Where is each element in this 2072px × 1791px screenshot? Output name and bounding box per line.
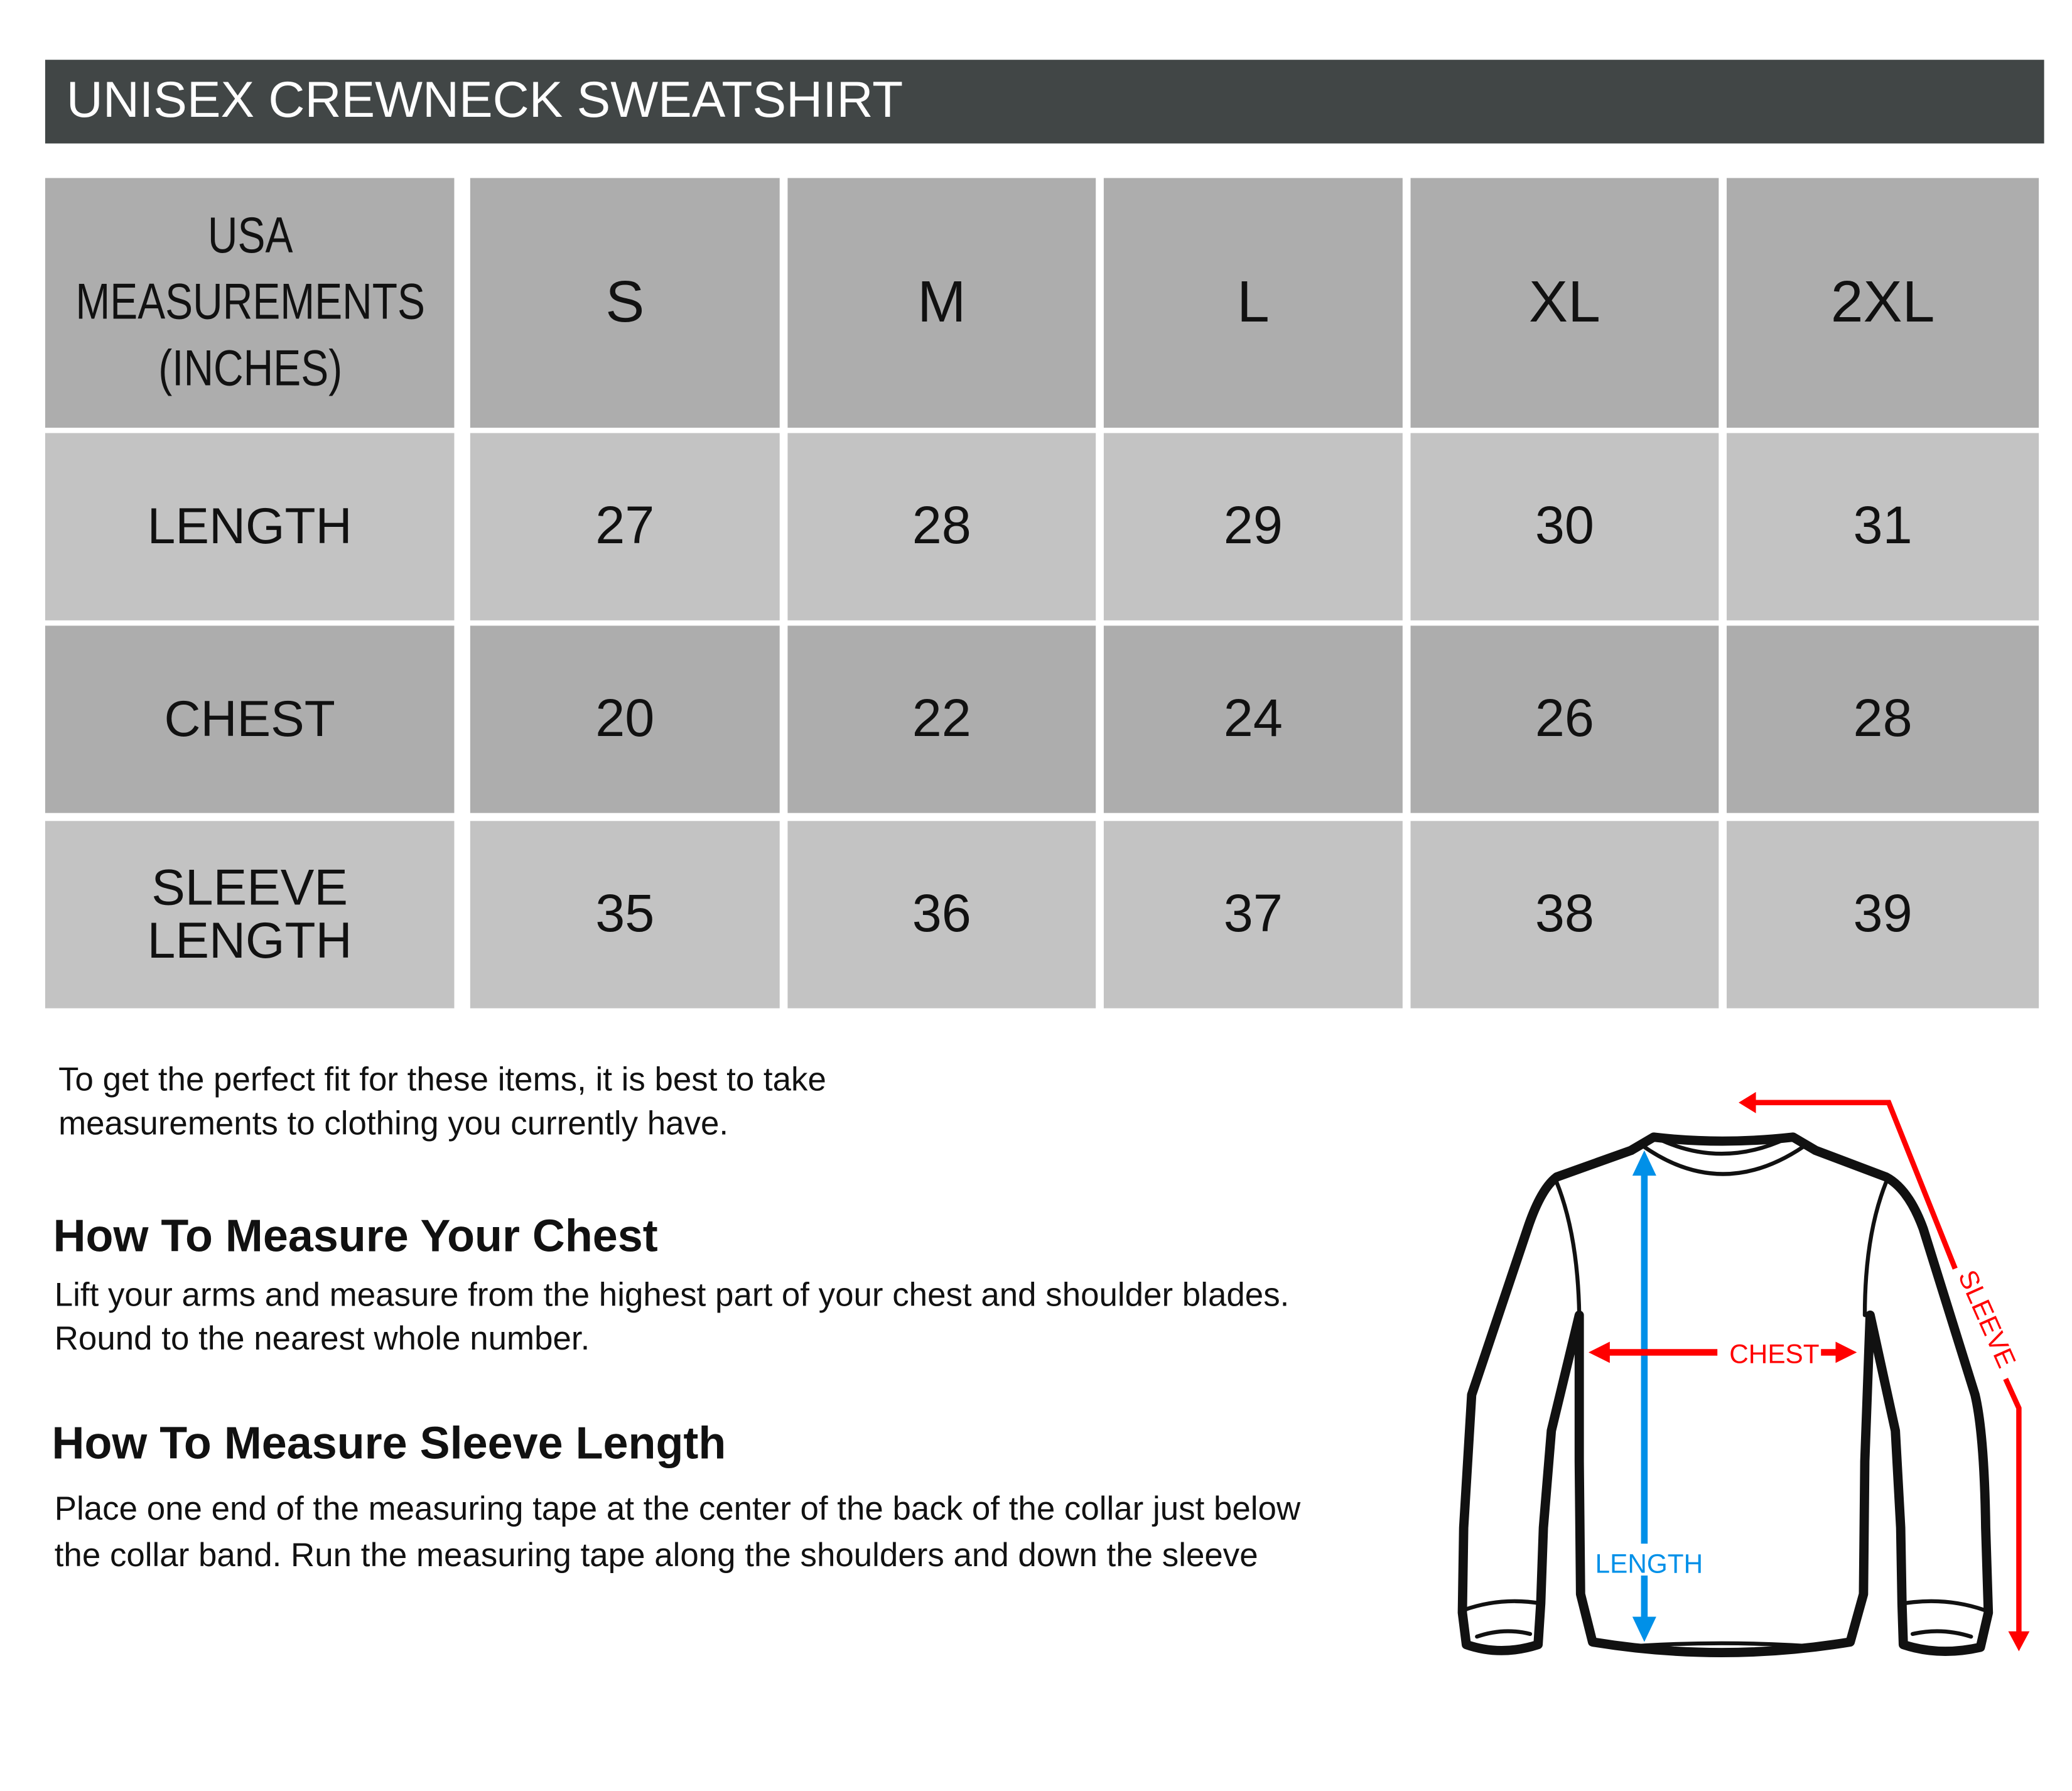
intro-line: measurements to clothing you currently h…: [58, 1105, 729, 1143]
units-line: USA: [207, 208, 293, 264]
intro-line: To get the perfect fit for these items, …: [58, 1061, 826, 1099]
size-header-xl: XL: [1410, 178, 1719, 428]
label-line: SLEEVE: [151, 860, 348, 916]
measurement-value: 20: [470, 625, 780, 813]
measurement-value: 30: [1410, 433, 1719, 620]
size-header-2xl: 2XL: [1727, 178, 2039, 428]
chest-instructions: Lift your arms and measure from the high…: [55, 1274, 1290, 1362]
measurement-value: 24: [1103, 625, 1403, 813]
sweatshirt-outline: [1457, 1132, 1994, 1657]
units-line: MEASUREMENTS: [75, 274, 425, 331]
row-label: LENGTH: [45, 433, 455, 620]
instruction-line: Place one end of the measuring tape at t…: [54, 1490, 1301, 1528]
corner-header-cell: USA MEASUREMENTS (INCHES): [45, 178, 455, 428]
measurement-value: 28: [1727, 625, 2039, 813]
measurement-value: 37: [1103, 821, 1403, 1009]
measurement-value: 27: [470, 433, 780, 620]
measurement-value: 35: [470, 821, 780, 1009]
length-arrow: [1632, 1150, 1656, 1642]
chest-heading: How To Measure Your Chest: [53, 1211, 658, 1262]
measurement-value: 22: [787, 625, 1096, 813]
units-line: (INCHES): [158, 341, 342, 398]
size-header-l: L: [1103, 178, 1403, 428]
size-header-m: M: [787, 178, 1096, 428]
intro-text: To get the perfect fit for these items, …: [58, 1059, 826, 1147]
size-header-s: S: [470, 178, 780, 428]
label-line: LENGTH: [147, 913, 352, 970]
units-label: USA MEASUREMENTS (INCHES): [75, 203, 424, 403]
chest-arrow: [1589, 1341, 1857, 1363]
row-label: CHEST: [45, 625, 455, 813]
chest-label: CHEST: [1729, 1339, 1819, 1368]
instruction-line: Lift your arms and measure from the high…: [54, 1276, 1290, 1314]
instruction-line: the collar band. Run the measuring tape …: [54, 1537, 1258, 1574]
sleeve-instructions: Place one end of the measuring tape at t…: [55, 1486, 1300, 1579]
sleeve-arrow: [1751, 1100, 2022, 1637]
measurement-value: 28: [787, 433, 1096, 620]
measurement-value: 38: [1410, 821, 1719, 1009]
sleeve-arrowhead-start: [1739, 1091, 1756, 1113]
length-label: LENGTH: [1595, 1549, 1703, 1579]
sleeve-heading: How To Measure Sleeve Length: [51, 1419, 726, 1469]
measurement-value: 29: [1103, 433, 1403, 620]
measurement-value: 36: [787, 821, 1096, 1009]
row-label: SLEEVE LENGTH: [45, 821, 455, 1009]
instruction-line: Round to the nearest whole number.: [54, 1320, 590, 1358]
row-label-text: SLEEVE LENGTH: [148, 862, 352, 968]
measurement-value: 39: [1727, 821, 2039, 1009]
page-title: UNISEX CREWNECK SWEATSHIRT: [45, 60, 2044, 144]
measurement-value: 26: [1410, 625, 1719, 813]
measurement-value: 31: [1727, 433, 2039, 620]
sleeve-arrowhead-end: [2008, 1631, 2030, 1652]
